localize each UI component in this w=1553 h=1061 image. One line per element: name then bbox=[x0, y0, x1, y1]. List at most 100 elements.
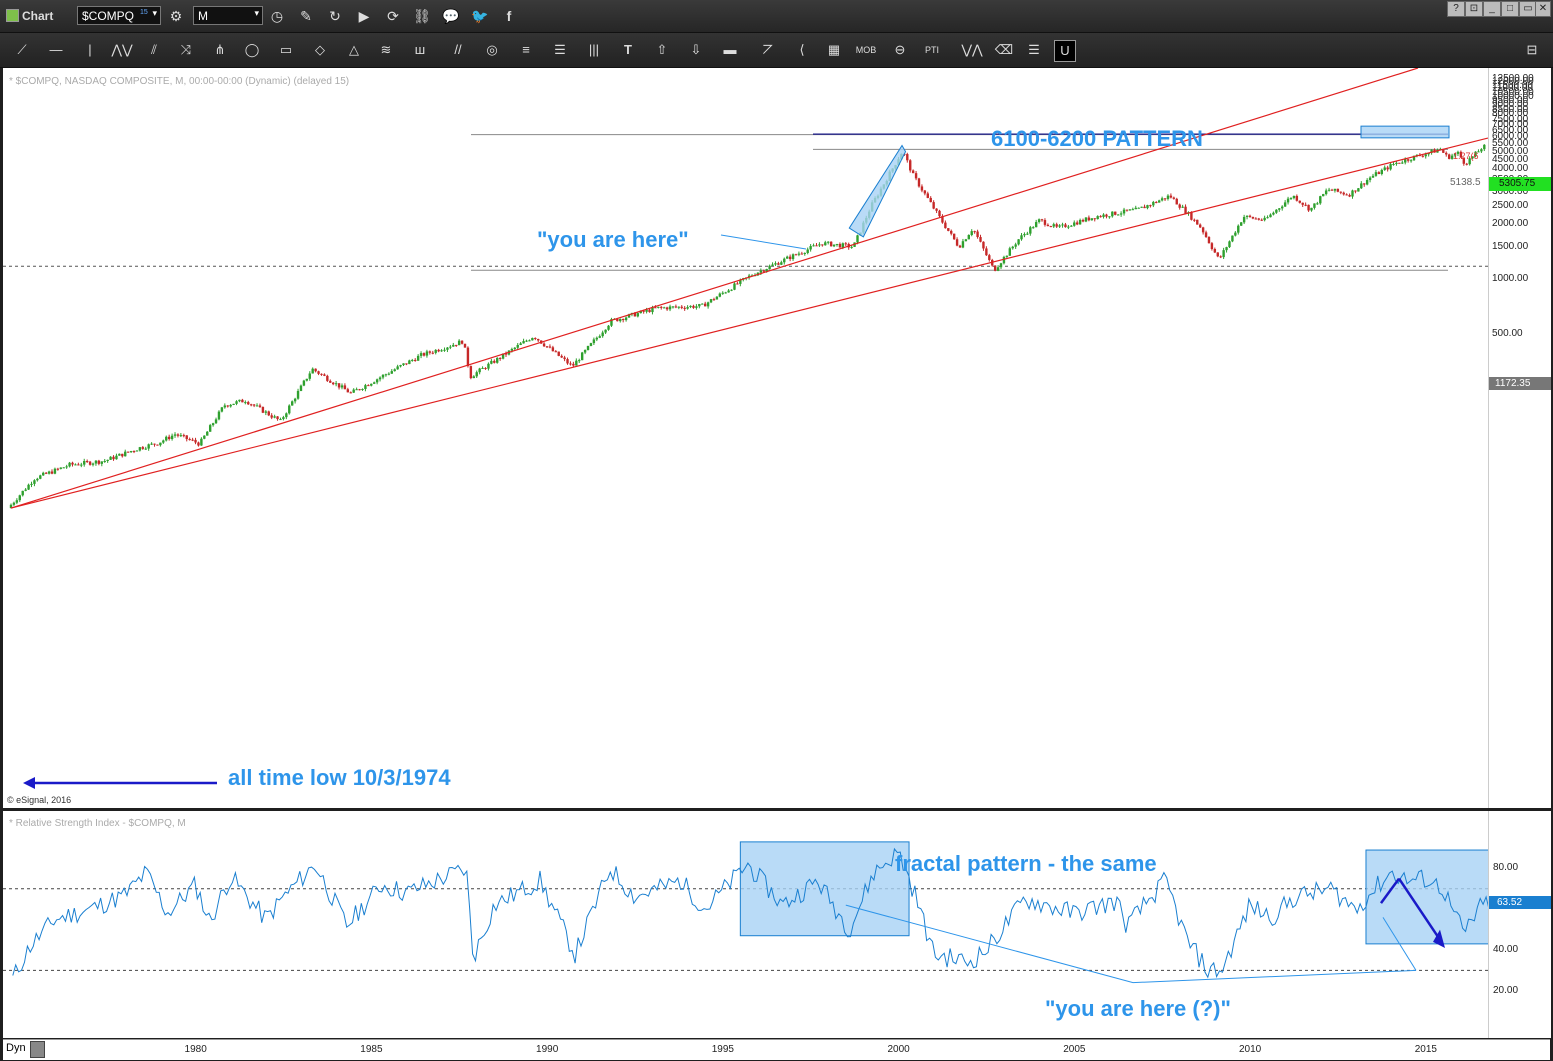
cycles-tool-icon[interactable]: ◎ bbox=[486, 42, 498, 57]
candle-body bbox=[1213, 249, 1217, 253]
fib-extension-tool-icon[interactable]: ☰ bbox=[554, 42, 566, 57]
comment-icon[interactable]: 💬 bbox=[442, 8, 460, 24]
link-icon[interactable]: ⛓ bbox=[413, 8, 431, 24]
facebook-icon[interactable]: f bbox=[506, 8, 512, 24]
rectangle-tool-icon[interactable]: ▭ bbox=[279, 42, 293, 57]
ellipse-label-tool-icon[interactable]: ⊖ bbox=[894, 42, 906, 57]
candle-body bbox=[698, 304, 701, 307]
pin-icon[interactable]: ⊡ bbox=[1465, 1, 1483, 17]
time-zones-tool-icon[interactable]: ||| bbox=[588, 42, 600, 57]
panel-separator[interactable] bbox=[3, 808, 1550, 811]
candle-body bbox=[803, 252, 806, 254]
candle-body bbox=[542, 343, 546, 347]
parallel-lines-tool-icon[interactable]: // bbox=[454, 42, 462, 57]
candle-body bbox=[648, 309, 651, 313]
ellipse-tool-icon[interactable]: ◯ bbox=[244, 42, 260, 57]
candle-body bbox=[788, 256, 792, 260]
play-icon[interactable]: ▶ bbox=[358, 8, 370, 24]
vertical-line-tool-icon[interactable]: | bbox=[88, 42, 92, 57]
eraser-icon[interactable]: ⌫ bbox=[994, 42, 1014, 57]
fractal-box-2000 bbox=[739, 841, 910, 937]
candle-body bbox=[1093, 218, 1096, 220]
grid-tool-icon[interactable]: ▦ bbox=[827, 42, 841, 57]
horizontal-line-tool-icon[interactable]: — bbox=[49, 42, 63, 57]
candle-body bbox=[490, 360, 493, 364]
clock-icon[interactable]: ◷ bbox=[270, 8, 284, 24]
pattern-tool-icon[interactable]: ⋀⋁ bbox=[111, 42, 133, 57]
chevron-down-icon[interactable]: ▾ bbox=[254, 8, 259, 18]
angle-tool-icon[interactable]: ⟨ bbox=[799, 42, 805, 57]
help-icon[interactable]: ? bbox=[1447, 1, 1465, 17]
pti-tool-icon[interactable]: PTI bbox=[924, 45, 939, 55]
layers-icon[interactable]: ☰ bbox=[1028, 42, 1040, 57]
interval-input[interactable]: M ▾ bbox=[193, 6, 263, 25]
time-axis[interactable]: 1980 1985 1990 1995 2000 2005 2010 2015 bbox=[3, 1039, 1550, 1060]
candle-body bbox=[226, 405, 229, 407]
bar-tool-icon[interactable]: ▬ bbox=[723, 42, 737, 57]
candle-body bbox=[850, 246, 853, 248]
candle-body bbox=[578, 360, 581, 362]
candle-body bbox=[208, 425, 212, 432]
arrow-down-tool-icon[interactable]: ⇩ bbox=[690, 42, 702, 57]
candle-body bbox=[1465, 163, 1468, 165]
price-panel[interactable]: * $COMPQ, NASDAQ COMPOSITE, M, 00:00-00:… bbox=[3, 68, 1488, 808]
pencil-icon[interactable]: ✎ bbox=[300, 8, 312, 24]
zigzag-tool-icon[interactable]: ⋁⋀ bbox=[961, 42, 983, 57]
target-zone-box bbox=[1360, 125, 1450, 139]
candle-body bbox=[1149, 205, 1152, 207]
triangle-tool-icon[interactable]: △ bbox=[349, 42, 359, 57]
magnet-icon[interactable]: U bbox=[1054, 40, 1076, 62]
settings-icon[interactable]: ⚙ bbox=[169, 8, 183, 24]
candle-body bbox=[425, 351, 429, 356]
candle-body bbox=[917, 178, 921, 187]
candle-body bbox=[844, 243, 847, 245]
candle-body bbox=[50, 471, 54, 474]
twitter-icon[interactable]: 🐦 bbox=[471, 8, 489, 24]
candle-body bbox=[9, 504, 13, 509]
candle-body bbox=[985, 248, 988, 256]
fork-tool-icon[interactable]: ш bbox=[414, 42, 426, 57]
regression-tool-icon[interactable]: ⦢ bbox=[763, 42, 773, 57]
price-axis[interactable]: 500.00 1000.00 1500.00 2000.00 2500.00 3000.0… bbox=[1488, 68, 1551, 808]
dyn-toggle-icon[interactable] bbox=[30, 1041, 45, 1058]
candle-body bbox=[285, 413, 288, 418]
candle-body bbox=[244, 402, 247, 404]
chevron-down-icon[interactable]: ▾ bbox=[152, 8, 157, 18]
text-tool-icon[interactable]: T bbox=[624, 42, 632, 57]
symbol-input[interactable]: $COMPQ 15 ▾ bbox=[77, 6, 161, 25]
reload-icon[interactable]: ⟳ bbox=[387, 8, 399, 24]
restore-icon[interactable]: □ bbox=[1501, 1, 1519, 17]
candle-body bbox=[639, 310, 642, 314]
candle-body bbox=[74, 464, 77, 466]
rsi-axis[interactable]: 20.00 40.00 80.00 63.52 bbox=[1488, 811, 1551, 1038]
candle-body bbox=[1081, 219, 1085, 222]
pattern-annotation: 6100-6200 PATTERN bbox=[991, 126, 1203, 151]
panel-toggle-icon[interactable]: ⊟ bbox=[1526, 42, 1538, 57]
candle-body bbox=[583, 350, 587, 353]
fan-tool-icon[interactable]: ⫽ bbox=[151, 42, 157, 57]
rsi-panel[interactable]: * Relative Strength Index - $COMPQ, M fr… bbox=[3, 811, 1488, 1038]
channel-tool-icon[interactable]: ≋ bbox=[380, 42, 392, 57]
refresh-icon[interactable]: ↻ bbox=[329, 8, 341, 24]
mob-tool-icon[interactable]: MOB bbox=[855, 45, 877, 55]
you-are-here-pointer-2000 bbox=[845, 904, 1134, 984]
candle-body bbox=[1263, 217, 1266, 221]
fibonacci-tool-icon[interactable]: ≡ bbox=[522, 42, 530, 57]
you-are-here-pointer-base bbox=[1132, 969, 1417, 984]
candle-body bbox=[220, 407, 224, 412]
arrow-up-tool-icon[interactable]: ⇧ bbox=[656, 42, 668, 57]
candle-body bbox=[276, 416, 279, 420]
candle-body bbox=[1131, 209, 1135, 211]
price-chart bbox=[3, 68, 1488, 789]
speed-lines-tool-icon[interactable]: ⋔ bbox=[214, 42, 226, 57]
minimize-icon[interactable]: _ bbox=[1483, 1, 1501, 17]
candle-body bbox=[774, 263, 777, 265]
close-icon[interactable]: ✕ bbox=[1535, 1, 1551, 17]
trendline-tool-icon[interactable]: ⟋ bbox=[17, 42, 27, 57]
gann-tool-icon[interactable]: ⤨ bbox=[180, 42, 192, 57]
candle-body bbox=[967, 235, 971, 240]
diamond-tool-icon[interactable]: ◇ bbox=[315, 42, 325, 57]
low-arrow-head bbox=[23, 777, 35, 789]
candle-body bbox=[1348, 194, 1351, 197]
you-are-here-zone bbox=[848, 144, 907, 238]
